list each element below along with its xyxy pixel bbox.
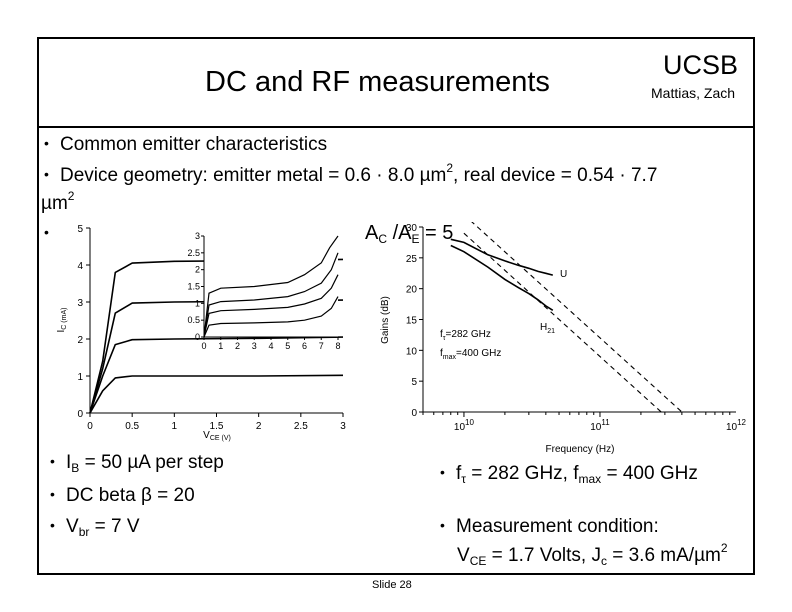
rf-y-tick-label: 0 <box>411 408 417 419</box>
dc-inset-x-tick-label: 6 <box>302 341 307 351</box>
bullet-marker: • <box>44 224 49 240</box>
rf-y-tick-label: 30 <box>406 223 418 234</box>
note-bias-condition: VCE = 1.7 Volts, Jc = 3.6 mA/µm2 <box>457 541 728 568</box>
dc-inset-x-tick-label: 7 <box>319 341 324 351</box>
rf-y-tick-label: 25 <box>406 254 418 265</box>
rf-annotation-u: U <box>560 269 567 280</box>
dc-x-tick-label: 2.5 <box>294 421 308 432</box>
dc-x-tick-label: 0.5 <box>125 421 139 432</box>
bullet-marker: • <box>44 135 49 151</box>
dc-inset-y-tick-label: 1 <box>195 298 200 308</box>
rf-series-u-extrapolation <box>471 222 683 413</box>
dc-inset-x-tick-label: 0 <box>201 341 206 351</box>
area-ratio: AC /AE = 5 <box>365 222 454 246</box>
rf-y-tick-label: 15 <box>406 316 418 327</box>
bullet-area-ratio: • <box>44 223 60 245</box>
dc-y-tick-label: 3 <box>77 298 83 309</box>
slide-number: Slide 28 <box>372 579 412 591</box>
dc-curve-1 <box>89 374 344 414</box>
rf-x-tick-label: 1010 <box>454 418 475 433</box>
dc-y-tick-label: 4 <box>77 261 83 272</box>
rf-annotation-ft: fτ=282 GHz <box>440 329 491 342</box>
header-divider <box>37 126 755 128</box>
note-ft-fmax: • fτ = 282 GHz, fmax = 400 GHz <box>440 463 698 486</box>
dc-x-tick-label: 1.5 <box>210 421 224 432</box>
dc-inset-x-tick-label: 3 <box>252 341 257 351</box>
dc-inset-x-tick-label: 5 <box>285 341 290 351</box>
note-measurement-condition: • Measurement condition: <box>440 516 659 537</box>
bullet-marker: • <box>50 517 55 533</box>
rf-y-axis-label: Gains (dB) <box>380 296 391 344</box>
author-names: Mattias, Zach <box>651 85 736 101</box>
rf-series-h21-extrapolation <box>463 232 662 413</box>
dc-inset-curve-3 <box>203 252 339 338</box>
dc-y-tick-label: 2 <box>77 335 83 346</box>
dc-inset-x-tick-label: 1 <box>218 341 223 351</box>
dc-inset-y-tick-label: 2.5 <box>187 248 200 258</box>
note-ib-step: • IB = 50 µA per step <box>50 452 224 475</box>
dc-inset-y-tick-label: 0.5 <box>187 315 200 325</box>
dc-y-tick-label: 1 <box>77 372 83 383</box>
dc-inset-y-tick-label: 3 <box>195 231 200 241</box>
rf-y-tick-label: 10 <box>406 346 418 357</box>
bullet-marker: • <box>50 486 55 502</box>
dc-y-tick-label: 0 <box>77 409 83 420</box>
bullet-characteristics: • Common emitter characteristics <box>44 134 328 155</box>
dc-inset-x-tick-label: 8 <box>335 341 340 351</box>
rf-y-tick-label: 20 <box>406 285 418 296</box>
note-vbr: • Vbr = 7 V <box>50 516 140 539</box>
geometry-continuation: µm2 <box>41 189 75 214</box>
rf-x-tick-label: 1011 <box>590 418 610 433</box>
bullet-marker: • <box>44 166 49 182</box>
rf-annotation-h21: H21 <box>540 322 555 335</box>
rf-series-h21 <box>450 244 554 311</box>
bullet-marker: • <box>50 453 55 469</box>
slide-frame <box>37 37 755 575</box>
bullet-geometry: • Device geometry: emitter metal = 0.6 · … <box>44 161 658 186</box>
rf-series-u <box>450 238 553 276</box>
dc-x-tick-label: 0 <box>87 421 93 432</box>
dc-x-tick-label: 3 <box>340 421 346 432</box>
dc-inset-x-tick-label: 2 <box>235 341 240 351</box>
dc-inset-y-tick-label: 2 <box>195 265 200 275</box>
dc-ic-vce-chart: 0 0.5 1 1.5 2 2.5 3 0 1 2 3 4 5 VCE (V) IC (mA) 0 1 2 3 4 5… <box>56 224 346 442</box>
dc-curve-2 <box>89 336 344 414</box>
dc-x-tick-label: 2 <box>256 421 262 432</box>
dc-inset-curve-1 <box>203 296 339 338</box>
dc-inset-curve-2 <box>203 274 339 338</box>
dc-y-tick-label: 5 <box>77 224 83 235</box>
rf-annotation-fmax: fmax=400 GHz <box>440 348 501 361</box>
dc-y-axis-label: IC (mA) <box>56 308 68 333</box>
organization-name: UCSB <box>663 50 739 80</box>
note-dc-beta: • DC beta β = 20 <box>50 485 195 506</box>
bullet-marker: • <box>440 517 445 533</box>
dc-inset-x-tick-label: 4 <box>268 341 273 351</box>
dc-inset-y-tick-label: 0 <box>195 332 200 342</box>
dc-inset-curve-4 <box>203 235 339 338</box>
dc-x-tick-label: 1 <box>172 421 178 432</box>
dc-inset-y-tick-label: 1.5 <box>187 282 200 292</box>
rf-gain-frequency-chart: 1010 1011 1012 0 5 10 15 20 25 30 Frequency (Hz) Ga… <box>380 222 747 455</box>
dc-x-axis-label: VCE (V) <box>203 430 231 442</box>
rf-y-tick-label: 5 <box>411 377 417 388</box>
bullet-marker: • <box>440 464 445 480</box>
rf-x-tick-label: 1012 <box>726 418 747 433</box>
rf-x-axis-label: Frequency (Hz) <box>546 444 615 455</box>
slide-title: DC and RF measurements <box>205 66 550 98</box>
